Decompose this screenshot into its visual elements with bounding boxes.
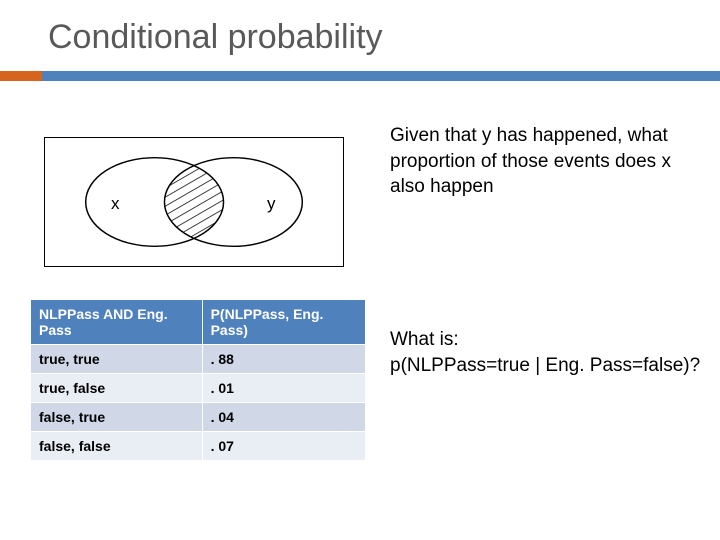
table-row: false, false . 07 (31, 432, 366, 461)
table-cell: . 88 (202, 345, 365, 374)
question-line2: p(NLPPass=true | Eng. Pass=false)? (390, 355, 700, 376)
rule-block (42, 71, 720, 81)
table-cell: . 01 (202, 374, 365, 403)
table-cell: false, false (31, 432, 203, 461)
table-header: P(NLPPass, Eng. Pass) (202, 300, 365, 345)
table-cell: . 07 (202, 432, 365, 461)
venn-label-x: x (111, 194, 120, 214)
venn-svg (45, 138, 343, 266)
table-row: true, false . 01 (31, 374, 366, 403)
table-cell: false, true (31, 403, 203, 432)
question-line1: What is: (390, 329, 459, 350)
accent-block (0, 71, 42, 81)
title-underline (0, 71, 720, 81)
table-cell: true, true (31, 345, 203, 374)
question-text: What is: p(NLPPass=true | Eng. Pass=fals… (390, 299, 702, 378)
probability-table: NLPPass AND Eng. Pass P(NLPPass, Eng. Pa… (30, 299, 366, 461)
explanation-text: Given that y has happened, what proporti… (390, 111, 702, 200)
table-row: false, true . 04 (31, 403, 366, 432)
table-cell: true, false (31, 374, 203, 403)
table-cell: . 04 (202, 403, 365, 432)
table-header-row: NLPPass AND Eng. Pass P(NLPPass, Eng. Pa… (31, 300, 366, 345)
table-row: true, true . 88 (31, 345, 366, 374)
venn-label-y: y (267, 194, 276, 214)
venn-diagram: x y (44, 137, 344, 267)
table-header: NLPPass AND Eng. Pass (31, 300, 203, 345)
slide-title: Conditional probability (0, 0, 720, 71)
